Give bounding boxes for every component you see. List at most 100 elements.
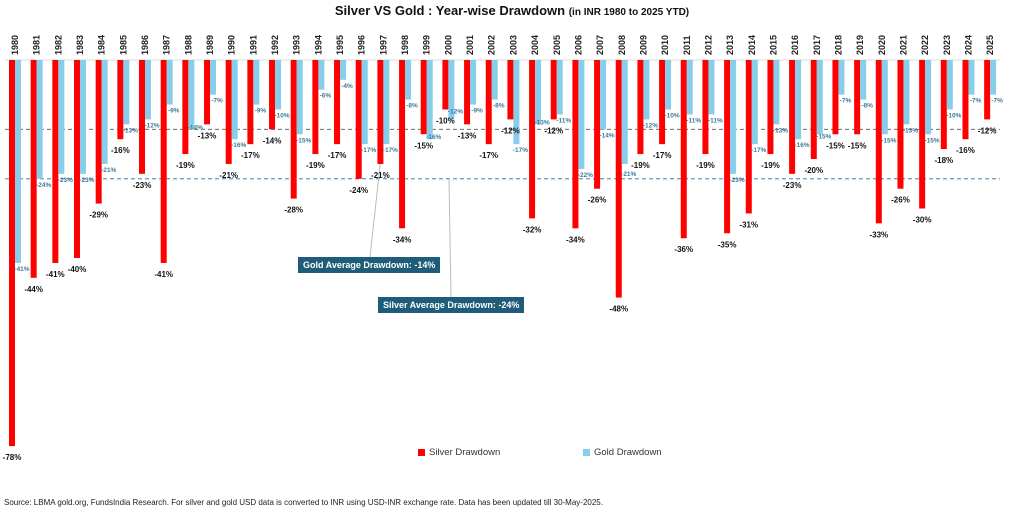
- silver-data-label: -13%: [458, 131, 477, 140]
- gold-data-label: -11%: [708, 117, 723, 124]
- gold-bar: [58, 60, 65, 174]
- silver-bar: [30, 60, 37, 278]
- year-tick-label: 2025: [985, 35, 995, 55]
- silver-annotation-connector: [448, 178, 452, 298]
- silver-data-label: -31%: [739, 220, 758, 229]
- silver-bar: [290, 60, 297, 199]
- gold-data-label: -9%: [255, 108, 267, 115]
- year-tick-label: 2017: [812, 35, 822, 55]
- gold-data-label: -11%: [686, 117, 701, 124]
- gold-data-label: -21%: [101, 167, 116, 174]
- gold-data-label: -14%: [188, 124, 203, 131]
- gold-data-label: -10%: [665, 113, 680, 120]
- gold-data-label: -9%: [471, 108, 483, 115]
- gold-bar: [925, 60, 932, 135]
- gold-data-label: -7%: [970, 98, 982, 105]
- silver-data-label: -24%: [349, 186, 368, 195]
- legend-item-gold: Gold Drawdown: [583, 447, 662, 458]
- year-tick-label: 2006: [573, 35, 583, 55]
- gold-data-label: -15%: [296, 137, 311, 144]
- year-tick-label: 1984: [97, 35, 107, 55]
- gold-bar: [708, 60, 715, 115]
- year-tick-label: 1982: [53, 35, 63, 55]
- silver-data-label: -17%: [328, 151, 347, 160]
- silver-bar: [269, 60, 276, 130]
- year-tick-label: 2003: [508, 35, 518, 55]
- silver-data-label: -21%: [371, 171, 390, 180]
- gold-data-label: -8%: [861, 103, 873, 110]
- silver-bar: [529, 60, 536, 219]
- gold-bar: [36, 60, 43, 179]
- silver-bar: [810, 60, 817, 159]
- silver-bar: [485, 60, 492, 145]
- gold-data-label: -16%: [795, 142, 810, 149]
- gold-data-label: -7%: [991, 98, 1003, 105]
- silver-data-label: -19%: [761, 161, 780, 170]
- gold-bar: [903, 60, 910, 125]
- gold-bar: [405, 60, 412, 100]
- silver-swatch: [418, 449, 425, 456]
- gold-bar: [578, 60, 585, 169]
- silver-data-label: -33%: [869, 230, 888, 239]
- silver-data-label: -16%: [111, 146, 130, 155]
- year-tick-label: 1993: [292, 35, 302, 55]
- year-tick-label: 2014: [747, 35, 757, 55]
- year-tick-label: 1987: [162, 35, 172, 55]
- silver-data-label: -13%: [198, 131, 217, 140]
- gold-data-label: -17%: [751, 147, 766, 154]
- silver-data-label: -17%: [653, 151, 672, 160]
- silver-bar: [745, 60, 752, 214]
- gold-bar: [621, 60, 628, 164]
- silver-data-label: -12%: [544, 126, 563, 135]
- gold-bar: [600, 60, 607, 130]
- gold-data-label: -15%: [925, 137, 940, 144]
- year-tick-label: 1988: [183, 35, 193, 55]
- year-tick-label: 2019: [855, 35, 865, 55]
- gold-data-label: -41%: [14, 266, 29, 273]
- silver-bar: [594, 60, 601, 189]
- silver-bar: [637, 60, 644, 155]
- year-tick-label: 1983: [75, 35, 85, 55]
- year-tick-label: 2002: [487, 35, 497, 55]
- legend-item-silver: Silver Drawdown: [418, 447, 500, 458]
- silver-average-annotation: Silver Average Drawdown: -24%: [378, 297, 525, 313]
- silver-data-label: -15%: [414, 141, 433, 150]
- silver-bar: [615, 60, 622, 298]
- silver-bar: [680, 60, 687, 239]
- gold-data-label: -16%: [426, 134, 441, 141]
- year-tick-label: 2008: [617, 35, 627, 55]
- gold-data-label: -13%: [534, 119, 549, 126]
- gold-bar: [448, 60, 455, 120]
- silver-bar: [139, 60, 146, 174]
- year-tick-label: 1985: [118, 35, 128, 55]
- gold-bar: [210, 60, 217, 95]
- gold-data-label: -17%: [513, 147, 528, 154]
- silver-bar: [464, 60, 471, 125]
- gold-bar: [80, 60, 87, 174]
- gold-swatch: [583, 449, 590, 456]
- gold-bar: [275, 60, 282, 110]
- silver-data-label: -16%: [956, 146, 975, 155]
- gold-bar: [470, 60, 477, 105]
- gold-data-label: -23%: [730, 177, 745, 184]
- gold-bar: [383, 60, 390, 145]
- silver-data-label: -41%: [46, 270, 65, 279]
- silver-bar: [702, 60, 709, 155]
- silver-bar: [182, 60, 189, 155]
- gold-bar: [773, 60, 780, 125]
- gold-bar: [881, 60, 888, 135]
- silver-bar: [854, 60, 861, 135]
- silver-data-label: -15%: [826, 141, 845, 150]
- gold-data-label: -21%: [621, 171, 636, 178]
- year-tick-label: 1999: [422, 35, 432, 55]
- gold-bar: [535, 60, 542, 125]
- gold-bar: [491, 60, 498, 100]
- silver-data-label: -19%: [696, 161, 715, 170]
- year-tick-label: 2005: [552, 35, 562, 55]
- gold-data-label: -13%: [123, 127, 138, 134]
- year-tick-label: 2023: [942, 35, 952, 55]
- silver-data-label: -20%: [804, 166, 823, 175]
- silver-data-label: -15%: [848, 141, 867, 150]
- year-tick-label: 1991: [248, 35, 258, 55]
- silver-data-label: -18%: [934, 156, 953, 165]
